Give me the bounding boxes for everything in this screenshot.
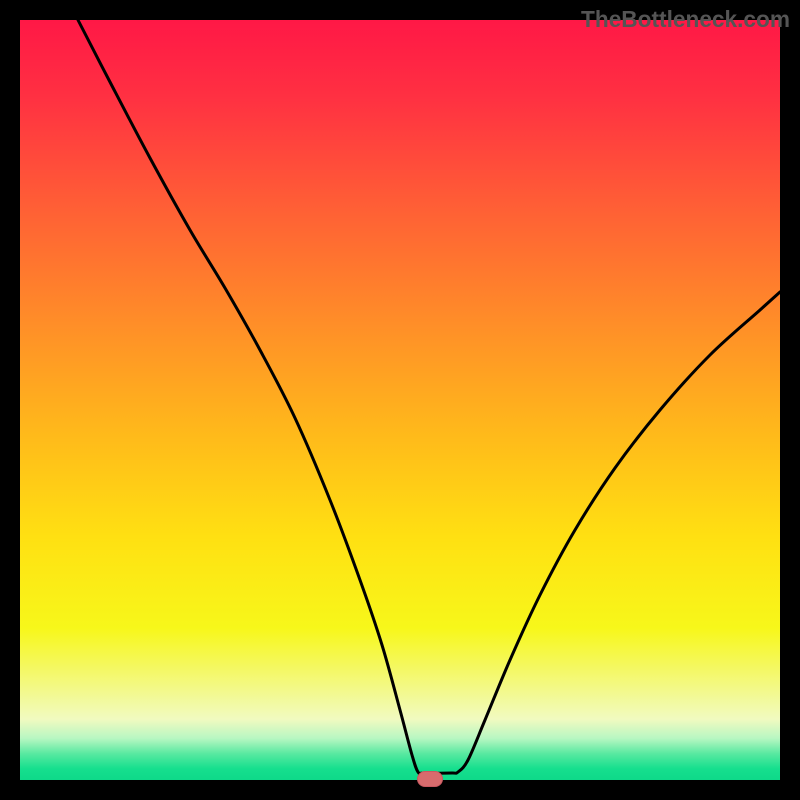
minimum-marker [417, 771, 443, 787]
chart-svg [0, 0, 800, 800]
chart-stage: TheBottleneck.com [0, 0, 800, 800]
watermark-text: TheBottleneck.com [581, 6, 790, 33]
gradient-background [20, 20, 780, 780]
